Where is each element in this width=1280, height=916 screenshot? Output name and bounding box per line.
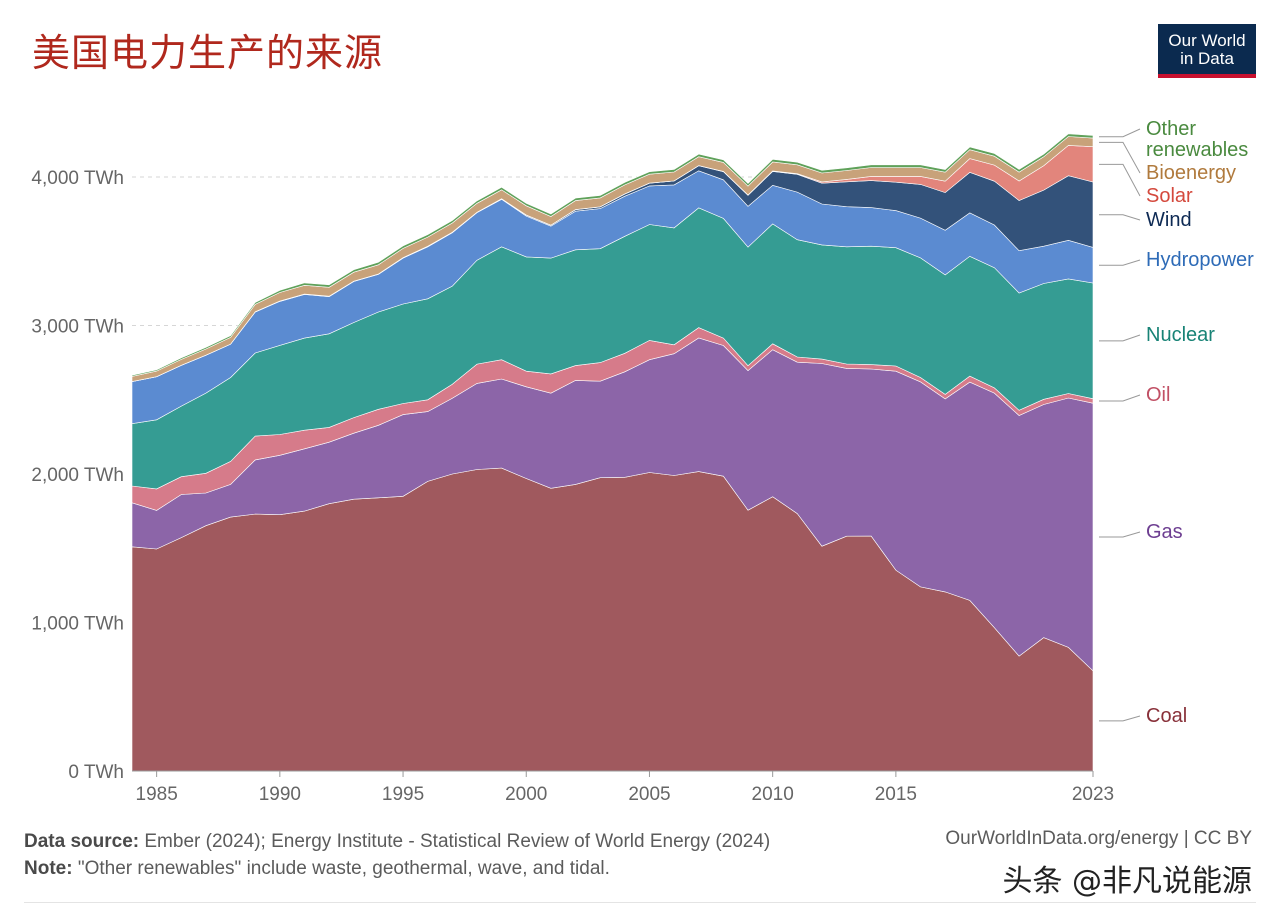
source-line: Data source: Ember (2024); Energy Instit… bbox=[24, 828, 770, 855]
y-tick-label: 0 TWh bbox=[68, 762, 124, 783]
x-tick-label: 2023 bbox=[1072, 784, 1114, 805]
x-tick-label: 1985 bbox=[136, 784, 178, 805]
leader-line bbox=[1099, 259, 1141, 266]
x-tick-label: 1990 bbox=[259, 784, 301, 805]
stacked-area-chart: 0 TWh 1,000 TWh 2,000 TWh 3,000 TWh 4,000 TW… bbox=[31, 118, 1254, 805]
y-tick-label: 3,000 TWh bbox=[31, 317, 124, 338]
x-tick-label: 2005 bbox=[628, 784, 670, 805]
logo-line-2: in Data bbox=[1180, 49, 1234, 68]
legend-label-nuclear[interactable]: Nuclear bbox=[1146, 324, 1215, 346]
leader-line bbox=[1099, 141, 1141, 174]
legend-label-gas[interactable]: Gas bbox=[1146, 521, 1183, 543]
legend-label-bioenergy[interactable]: Bioenergy bbox=[1146, 162, 1236, 184]
legend-label-hydropower[interactable]: Hydropower bbox=[1146, 249, 1254, 271]
y-axis-ticks: 0 TWh 1,000 TWh 2,000 TWh 3,000 TWh 4,000 TW… bbox=[31, 168, 124, 783]
legend-label-other-renewables[interactable]: Other renewables bbox=[1146, 118, 1248, 161]
area-series bbox=[131, 133, 1094, 772]
x-axis: 1985 1990 1995 2000 2005 2010 2015 2023 bbox=[132, 770, 1114, 805]
leader-line bbox=[1099, 214, 1141, 221]
x-tick-label: 2010 bbox=[752, 784, 794, 805]
x-tick-label: 2015 bbox=[875, 784, 917, 805]
legend-label-wind[interactable]: Wind bbox=[1146, 209, 1192, 231]
source-link[interactable]: OurWorldInData.org/energy | CC BY bbox=[945, 828, 1252, 849]
note-label: Note: bbox=[24, 858, 73, 879]
leader-line bbox=[1099, 163, 1141, 197]
footer-divider bbox=[24, 902, 1256, 903]
source-label: Data source: bbox=[24, 831, 140, 852]
owid-logo[interactable]: Our World in Data bbox=[1158, 24, 1256, 78]
note-line: Note: "Other renewables" include waste, … bbox=[24, 855, 770, 882]
chart-title: 美国电力生产的来源 bbox=[32, 31, 384, 75]
x-tick-label: 2000 bbox=[505, 784, 547, 805]
chart-footer: Data source: Ember (2024); Energy Instit… bbox=[24, 828, 770, 882]
note-text: "Other renewables" include waste, geothe… bbox=[72, 858, 610, 879]
leader-line bbox=[1099, 394, 1141, 402]
y-tick-label: 2,000 TWh bbox=[31, 465, 124, 486]
area-other-renewables[interactable] bbox=[131, 133, 1094, 377]
legend-label-coal[interactable]: Coal bbox=[1146, 705, 1187, 727]
legend: Coal Gas Oil Nuclear Hydropower WindSolarBioe… bbox=[1099, 118, 1254, 727]
logo-line-1: Our World bbox=[1168, 31, 1246, 50]
x-tick-label: 1995 bbox=[382, 784, 424, 805]
leader-line bbox=[1099, 715, 1141, 722]
y-tick-label: 1,000 TWh bbox=[31, 614, 124, 635]
watermark: 头条 @非凡说能源 bbox=[1002, 864, 1252, 899]
leader-line bbox=[1099, 334, 1141, 342]
leader-line bbox=[1099, 531, 1141, 538]
leader-line bbox=[1099, 128, 1141, 138]
source-text: Ember (2024); Energy Institute - Statist… bbox=[139, 831, 771, 852]
legend-label-oil[interactable]: Oil bbox=[1146, 384, 1170, 406]
legend-label-solar[interactable]: Solar bbox=[1146, 185, 1193, 207]
y-tick-label: 4,000 TWh bbox=[31, 168, 124, 189]
